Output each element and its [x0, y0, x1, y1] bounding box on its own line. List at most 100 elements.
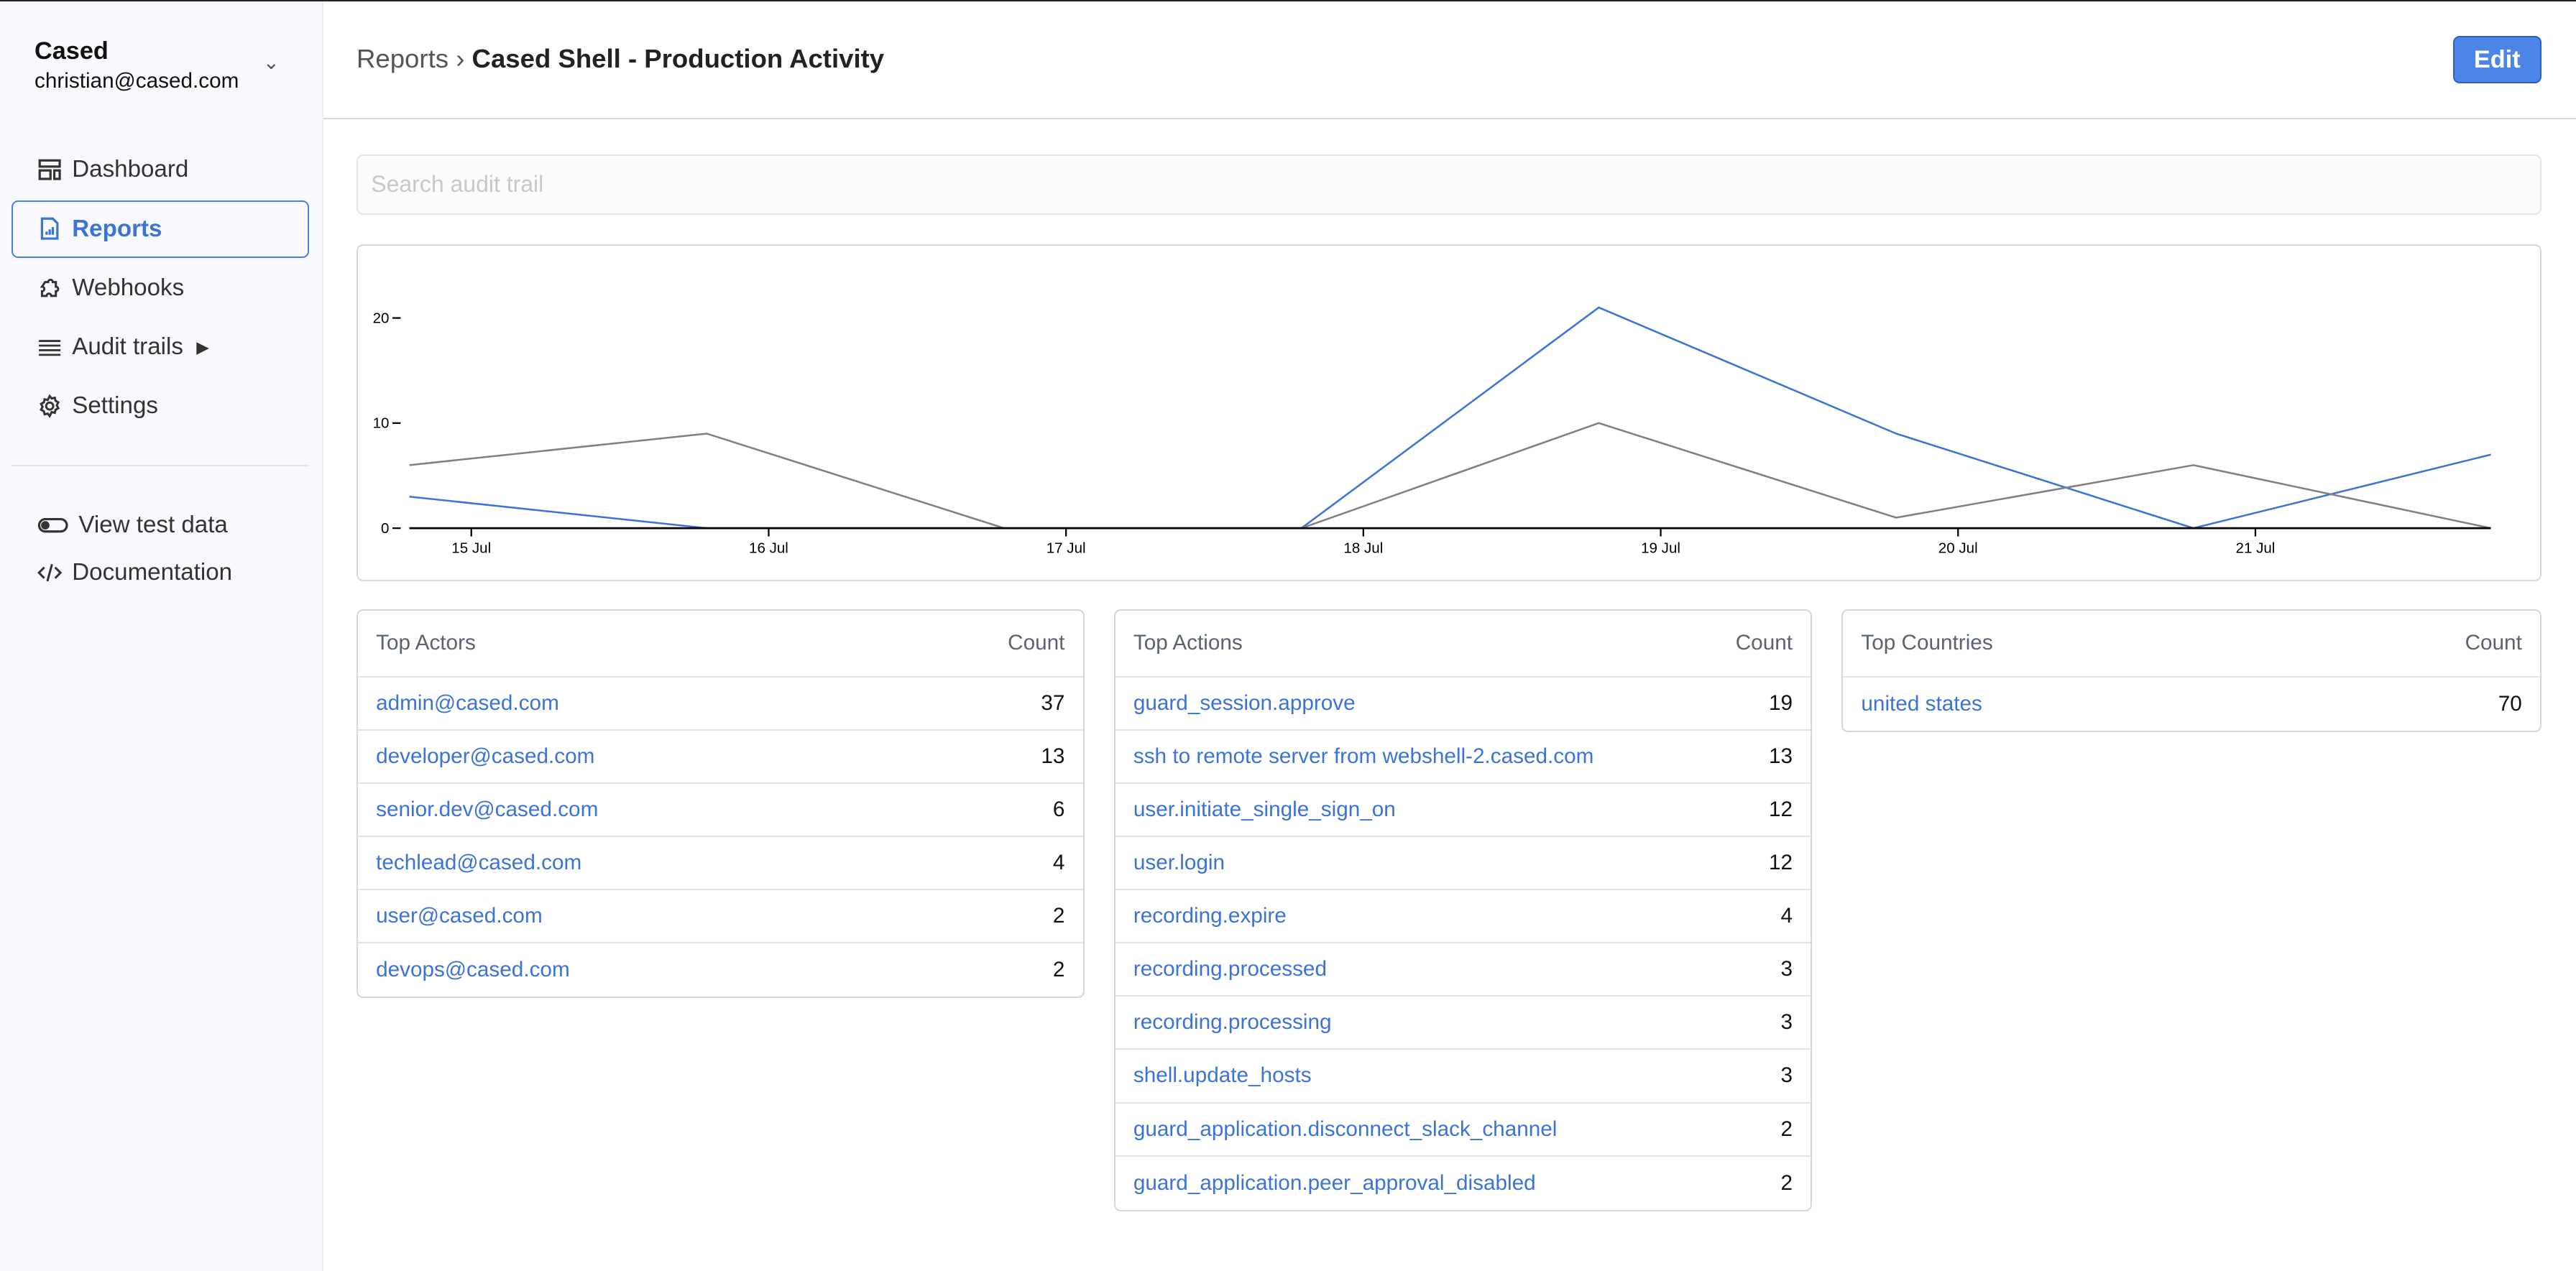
search-input[interactable] — [356, 154, 2542, 216]
sidebar-divider — [11, 464, 309, 466]
row-count: 2 — [1780, 1170, 1793, 1195]
table-row: guard_application.disconnect_slack_chann… — [1115, 1104, 1811, 1157]
row-link[interactable]: recording.expire — [1133, 904, 1287, 928]
sidebar-secondary: View test data Documentation — [12, 502, 309, 598]
sidebar-item-dashboard[interactable]: Dashboard — [12, 141, 309, 198]
row-link[interactable]: recording.processing — [1133, 1010, 1332, 1035]
table-row: devops@cased.com 2 — [358, 943, 1083, 997]
edit-button[interactable]: Edit — [2452, 35, 2542, 84]
documentation-link[interactable]: Documentation — [12, 550, 309, 596]
table-row: techlead@cased.com 4 — [357, 837, 1083, 891]
breadcrumb-reports[interactable]: Reports — [356, 44, 449, 74]
x-tick-label: 16 Jul — [749, 540, 788, 557]
sidebar-item-reports[interactable]: Reports — [11, 200, 309, 258]
org-name: Cased — [34, 37, 109, 65]
row-link[interactable]: user@cased.com — [376, 904, 543, 928]
row-count: 2 — [1052, 904, 1065, 928]
row-link[interactable]: user.login — [1133, 851, 1225, 875]
row-count: 4 — [1052, 851, 1065, 875]
table-row: ssh to remote server from webshell-2.cas… — [1115, 731, 1811, 785]
row-link[interactable]: devops@cased.com — [376, 958, 570, 982]
table-row: user.initiate_single_sign_on 12 — [1115, 784, 1811, 838]
y-tick-label: 10 — [373, 415, 390, 432]
x-tick-label: 19 Jul — [1641, 540, 1680, 557]
caret-right-icon[interactable]: ▶ — [196, 337, 209, 356]
row-link[interactable]: user.initiate_single_sign_on — [1133, 798, 1396, 822]
table-row: recording.processed 3 — [1115, 943, 1811, 997]
sidebar-item-label: Documentation — [72, 559, 233, 586]
account-email: christian@cased.com — [34, 68, 239, 93]
sidebar-item-label: Reports — [72, 215, 162, 242]
row-count: 4 — [1780, 904, 1793, 928]
row-link[interactable]: shell.update_hosts — [1133, 1063, 1312, 1088]
x-tick-label: 20 Jul — [1938, 540, 1978, 557]
row-count: 3 — [1780, 957, 1793, 981]
x-tick-label: 21 Jul — [2235, 540, 2275, 557]
top-actions-table: Top Actions Count guard_session.approve 19… — [1113, 609, 1813, 1211]
row-count: 13 — [1768, 744, 1793, 769]
code-icon — [37, 564, 63, 582]
x-tick-label: 18 Jul — [1343, 540, 1383, 557]
row-link[interactable]: senior.dev@cased.com — [376, 798, 599, 822]
sidebar-item-label: Settings — [72, 392, 158, 420]
gear-icon — [40, 394, 60, 419]
sidebar-item-label: Webhooks — [72, 274, 185, 301]
table-row: guard_session.approve 19 — [1115, 678, 1811, 731]
row-link[interactable]: guard_application.disconnect_slack_chann… — [1133, 1117, 1558, 1141]
page-title: Cased Shell - Production Activity — [472, 44, 885, 74]
table-row: user.login 12 — [1115, 837, 1811, 891]
row-count: 19 — [1768, 691, 1793, 716]
series-line-0 — [409, 306, 2491, 530]
table-header: Top Actions Count — [1115, 611, 1811, 678]
sidebar-item-settings[interactable]: Settings — [12, 377, 309, 435]
sidebar-item-webhooks[interactable]: Webhooks — [12, 259, 309, 317]
column-header-count: Count — [1735, 631, 1793, 655]
table-header: Top Actors Count — [357, 611, 1083, 678]
column-header-count: Count — [2465, 631, 2522, 655]
row-link[interactable]: recording.processed — [1133, 957, 1327, 981]
table-row: shell.update_hosts 3 — [1115, 1050, 1811, 1104]
table-row: developer@cased.com 13 — [357, 731, 1083, 785]
dashboard-icon — [38, 159, 61, 180]
breadcrumb: Reports › Cased Shell - Production Activ… — [356, 44, 884, 74]
row-count: 70 — [2498, 692, 2522, 716]
row-count: 3 — [1780, 1010, 1793, 1035]
chart-svg: 15 Jul 16 Jul 17 Jul 18 Jul 19 Jul 20 Jul 21 J… — [373, 306, 2491, 557]
row-count: 3 — [1780, 1063, 1793, 1088]
row-link[interactable]: united states — [1861, 692, 1982, 716]
row-link[interactable]: guard_application.peer_approval_disabled — [1133, 1170, 1536, 1195]
row-link[interactable]: admin@cased.com — [376, 691, 559, 716]
row-count: 37 — [1041, 691, 1065, 716]
column-header-count: Count — [1008, 631, 1065, 655]
row-link[interactable]: guard_session.approve — [1133, 691, 1356, 716]
top-countries-table: Top Countries Count united states 70 — [1841, 609, 2542, 733]
series-line-1 — [409, 422, 2491, 530]
x-tick-label: 15 Jul — [451, 540, 491, 557]
account-switcher[interactable]: Cased christian@cased.com — [34, 37, 239, 93]
column-header-name: Top Countries — [1861, 631, 1993, 655]
row-link[interactable]: developer@cased.com — [376, 744, 595, 769]
table-row: user@cased.com 2 — [357, 890, 1083, 944]
view-test-data-toggle[interactable]: View test data — [12, 502, 309, 548]
table-row: recording.processing 3 — [1115, 997, 1811, 1050]
table-row: united states 70 — [1843, 678, 2540, 731]
page-header: Reports › Cased Shell - Production Activ… — [323, 1, 2576, 120]
column-header-name: Top Actions — [1133, 631, 1243, 655]
table-row: guard_application.peer_approval_disabled… — [1116, 1157, 1811, 1210]
sidebar-item-audit-trails[interactable]: Audit trails ▶ — [12, 318, 309, 376]
table-row: recording.expire 4 — [1115, 890, 1811, 944]
report-icon — [41, 217, 59, 241]
row-count: 13 — [1041, 744, 1065, 769]
list-icon — [39, 340, 61, 356]
sidebar-item-label: Dashboard — [72, 156, 189, 183]
breadcrumb-separator: › — [456, 44, 465, 74]
y-tick-label: 20 — [373, 310, 390, 327]
row-count: 2 — [1052, 958, 1065, 982]
chevron-down-icon[interactable]: ⌄ — [262, 50, 280, 73]
row-link[interactable]: techlead@cased.com — [376, 851, 582, 875]
table-row: senior.dev@cased.com 6 — [357, 784, 1083, 838]
row-count: 6 — [1052, 798, 1065, 822]
row-link[interactable]: ssh to remote server from webshell-2.cas… — [1133, 744, 1594, 769]
row-count: 12 — [1768, 798, 1793, 822]
row-count: 2 — [1780, 1117, 1793, 1141]
